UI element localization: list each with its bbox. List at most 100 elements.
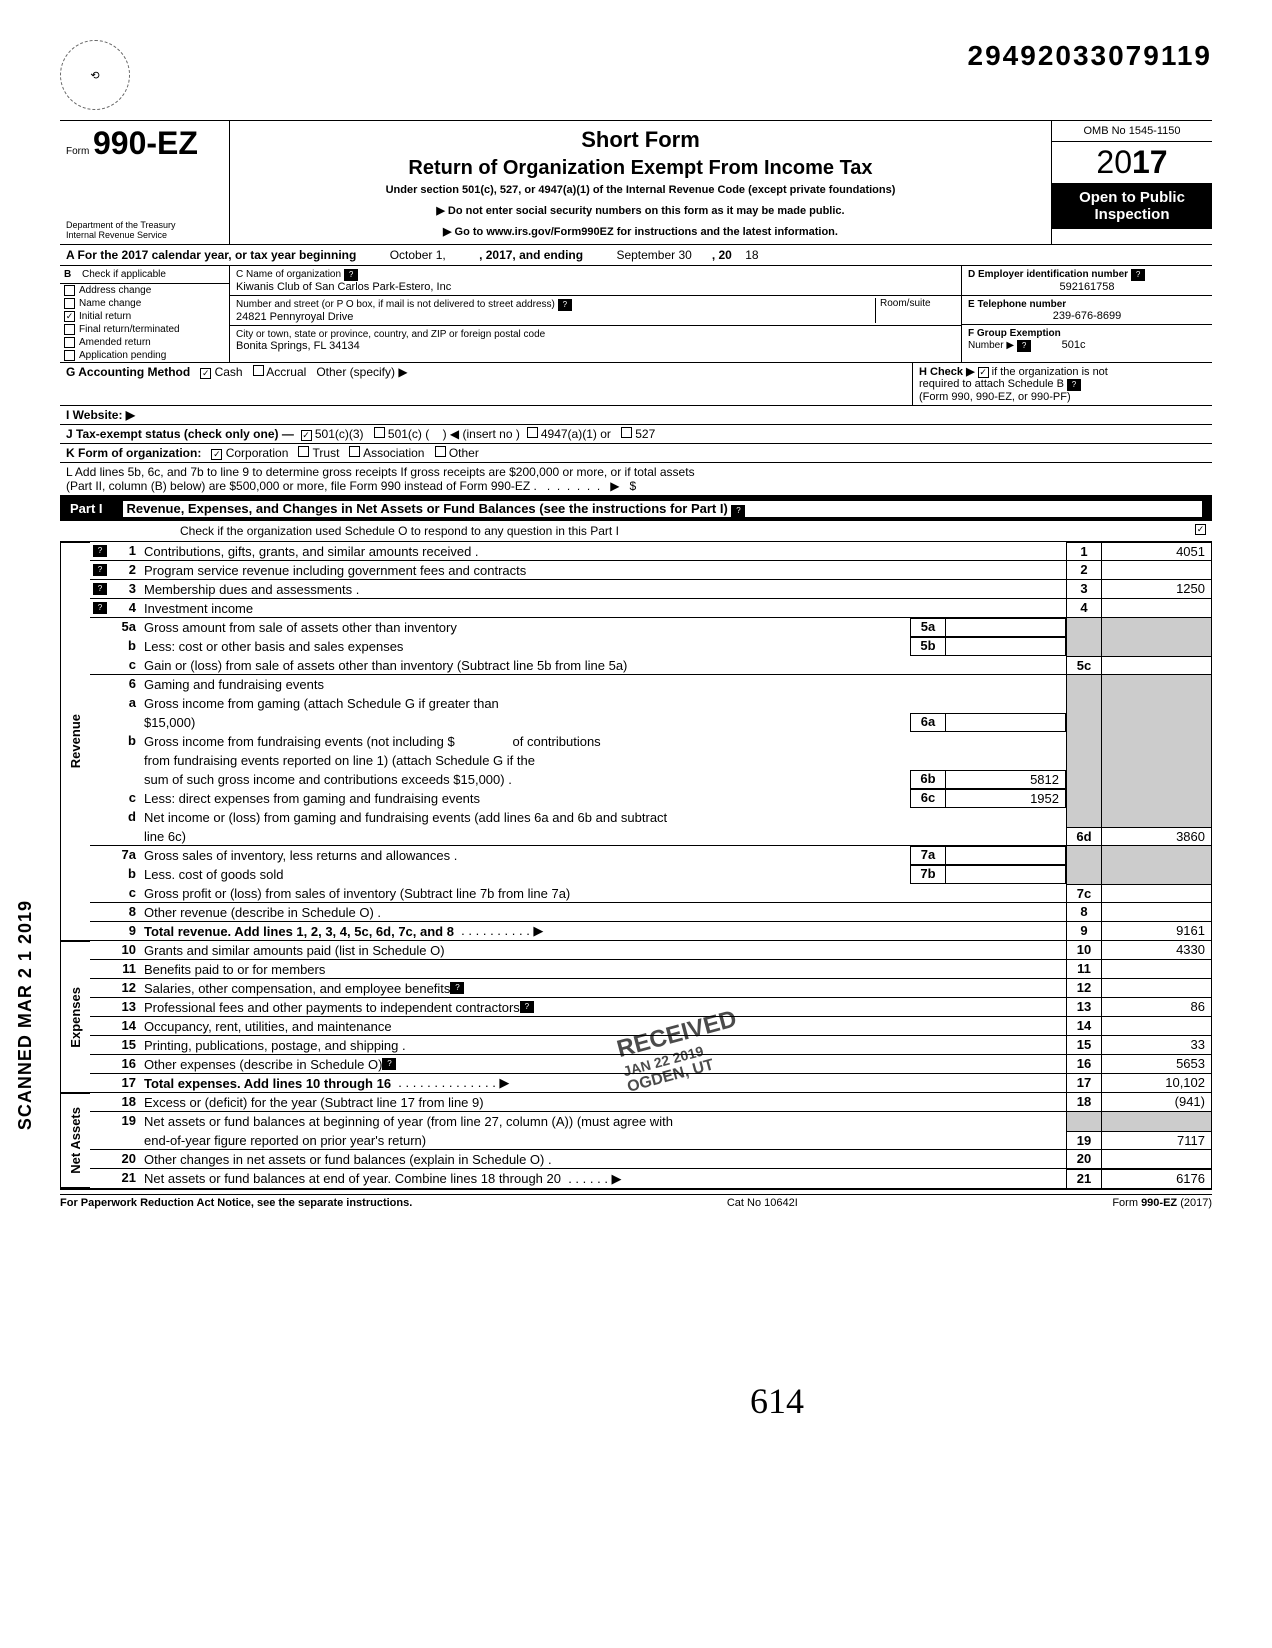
footer-mid: Cat No 10642I: [727, 1197, 798, 1209]
part1-title: Revenue, Expenses, and Changes in Net As…: [127, 501, 728, 516]
dln-number: 29492033079119: [968, 40, 1212, 72]
line14-desc: Occupancy, rent, utilities, and maintena…: [140, 1017, 1066, 1035]
col-d-info: D Employer identification number ? 59216…: [962, 266, 1212, 362]
check-corp[interactable]: ✓: [211, 449, 222, 460]
check-501c[interactable]: [374, 427, 385, 438]
line5c-desc: Gain or (loss) from sale of assets other…: [140, 656, 1066, 674]
org-name: Kiwanis Club of San Carlos Park-Estero, …: [236, 281, 451, 293]
top-row: ⟲ 29492033079119: [60, 40, 1212, 110]
line21-amt: 6176: [1102, 1169, 1212, 1188]
page-footer: For Paperwork Reduction Act Notice, see …: [60, 1194, 1212, 1209]
line6c-desc: Less: direct expenses from gaming and fu…: [140, 789, 910, 808]
help-icon[interactable]: ?: [731, 505, 745, 517]
line7c-desc: Gross profit or (loss) from sales of inv…: [140, 884, 1066, 902]
form-number: 990-EZ: [93, 125, 198, 161]
g-label: G Accounting Method: [66, 365, 190, 379]
c-name-label: C Name of organization: [236, 269, 341, 280]
open-line1: Open to Public: [1058, 189, 1206, 206]
check-cash[interactable]: ✓: [200, 368, 211, 379]
dept-irs: Internal Revenue Service: [66, 230, 223, 240]
j-label: J Tax-exempt status (check only one) —: [66, 427, 294, 441]
line2-amt: [1102, 561, 1212, 579]
help-icon[interactable]: ?: [450, 982, 464, 994]
part1-header: Part I Revenue, Expenses, and Changes in…: [60, 497, 1212, 521]
row-a-begin: October 1,: [390, 248, 446, 262]
line17-amt: 10,102: [1102, 1074, 1212, 1092]
short-form-label: Short Form: [240, 127, 1041, 153]
help-icon[interactable]: ?: [382, 1058, 396, 1070]
help-icon[interactable]: ?: [93, 564, 107, 576]
received-stamp-circle: ⟲: [60, 40, 130, 110]
line10-desc: Grants and similar amounts paid (list in…: [140, 941, 1066, 959]
group-code: 501c: [1062, 339, 1086, 351]
help-icon[interactable]: ?: [1067, 379, 1081, 391]
revenue-side-label: Revenue: [68, 714, 83, 768]
row-i: I Website: ▶: [60, 406, 1212, 425]
check-schedule-o[interactable]: ✓: [1195, 524, 1206, 535]
group-label: F Group Exemption: [968, 328, 1061, 339]
omb-number: OMB No 1545-1150: [1052, 121, 1212, 142]
check-name[interactable]: Name change: [60, 297, 229, 310]
check-assoc[interactable]: [349, 446, 360, 457]
scanned-stamp: SCANNED MAR 2 1 2019: [15, 900, 36, 1130]
help-icon[interactable]: ?: [1131, 269, 1145, 281]
line20-desc: Other changes in net assets or fund bala…: [140, 1150, 1066, 1168]
b-label: B: [64, 269, 71, 280]
line8-desc: Other revenue (describe in Schedule O) .: [140, 903, 1066, 921]
k-label: K Form of organization:: [66, 446, 201, 460]
check-amended[interactable]: Amended return: [60, 336, 229, 349]
row-a-end-prefix: , 20: [712, 248, 732, 262]
help-icon[interactable]: ?: [93, 602, 107, 614]
line15-desc: Printing, publications, postage, and shi…: [140, 1036, 1066, 1054]
row-a-prefix: A For the 2017 calendar year, or tax yea…: [66, 248, 356, 262]
line6c-amt: 1952: [946, 789, 1066, 808]
line4-desc: Investment income: [140, 599, 1066, 617]
b-text: Check if applicable: [82, 269, 166, 280]
check-pending[interactable]: Application pending: [60, 349, 229, 362]
check-address[interactable]: Address change: [60, 284, 229, 297]
check-accrual[interactable]: [253, 365, 264, 376]
line12-desc: Salaries, other compensation, and employ…: [140, 979, 1066, 997]
check-final[interactable]: Final return/terminated: [60, 323, 229, 336]
line10-amt: 4330: [1102, 941, 1212, 959]
footer-right: Form 990-EZ (2017): [1112, 1197, 1212, 1209]
line6a-desc2: $15,000): [140, 713, 910, 732]
dept-treasury: Department of the Treasury: [66, 220, 223, 230]
check-501c3[interactable]: ✓: [301, 430, 312, 441]
help-icon[interactable]: ?: [520, 1001, 534, 1013]
check-4947[interactable]: [527, 427, 538, 438]
help-icon[interactable]: ?: [1017, 340, 1031, 352]
line7b-desc: Less. cost of goods sold: [140, 865, 910, 884]
check-trust[interactable]: [298, 446, 309, 457]
line6a-desc1: Gross income from gaming (attach Schedul…: [140, 694, 1066, 713]
line6-desc: Gaming and fundraising events: [140, 675, 1066, 694]
instr-ssn: ▶ Do not enter social security numbers o…: [240, 204, 1041, 217]
help-icon[interactable]: ?: [558, 299, 572, 311]
expenses-side-label: Expenses: [68, 987, 83, 1048]
ein-value: 592161758: [968, 281, 1206, 293]
col-c-org: C Name of organization ? Kiwanis Club of…: [230, 266, 962, 362]
line11-desc: Benefits paid to or for members: [140, 960, 1066, 978]
row-h: H Check ▶ ✓ if the organization is not r…: [912, 363, 1212, 405]
handwritten-note: 614: [750, 1380, 804, 1422]
form-prefix: Form: [66, 146, 89, 157]
check-527[interactable]: [621, 427, 632, 438]
revenue-section: Revenue ?1Contributions, gifts, grants, …: [60, 542, 1212, 941]
line1-amt: 4051: [1102, 542, 1212, 560]
help-icon[interactable]: ?: [344, 269, 358, 281]
ein-label: D Employer identification number: [968, 269, 1128, 280]
city-label: City or town, state or province, country…: [236, 329, 545, 340]
check-other[interactable]: [435, 446, 446, 457]
row-l: L Add lines 5b, 6c, and 7b to line 9 to …: [60, 463, 1212, 497]
line6b-desc1: Gross income from fundraising events (no…: [140, 732, 1066, 751]
row-a-mid: , 2017, and ending: [479, 248, 583, 262]
expenses-section: Expenses 10Grants and similar amounts pa…: [60, 941, 1212, 1093]
row-g: G Accounting Method ✓ Cash Accrual Other…: [60, 363, 912, 405]
line9-desc: Total revenue. Add lines 1, 2, 3, 4, 5c,…: [140, 922, 1066, 940]
check-initial[interactable]: ✓Initial return: [60, 310, 229, 323]
check-h[interactable]: ✓: [978, 367, 989, 378]
line6b-desc3: sum of such gross income and contributio…: [140, 770, 910, 789]
help-icon[interactable]: ?: [93, 545, 107, 557]
help-icon[interactable]: ?: [93, 583, 107, 595]
line21-desc: Net assets or fund balances at end of ye…: [140, 1169, 1066, 1188]
